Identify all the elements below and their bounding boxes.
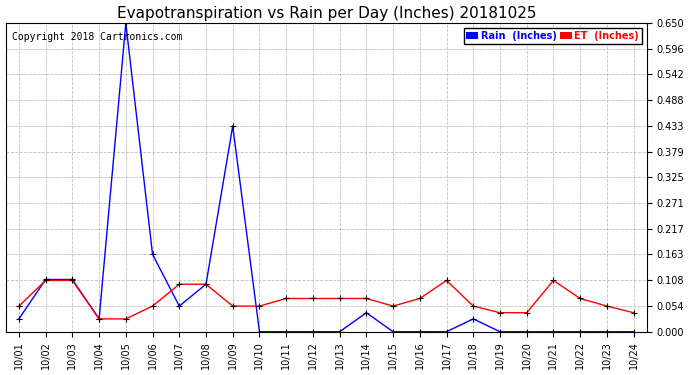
Title: Evapotranspiration vs Rain per Day (Inches) 20181025: Evapotranspiration vs Rain per Day (Inch… (117, 6, 536, 21)
Legend: Rain  (Inches), ET  (Inches): Rain (Inches), ET (Inches) (464, 28, 642, 44)
Text: Copyright 2018 Cartronics.com: Copyright 2018 Cartronics.com (12, 32, 182, 42)
